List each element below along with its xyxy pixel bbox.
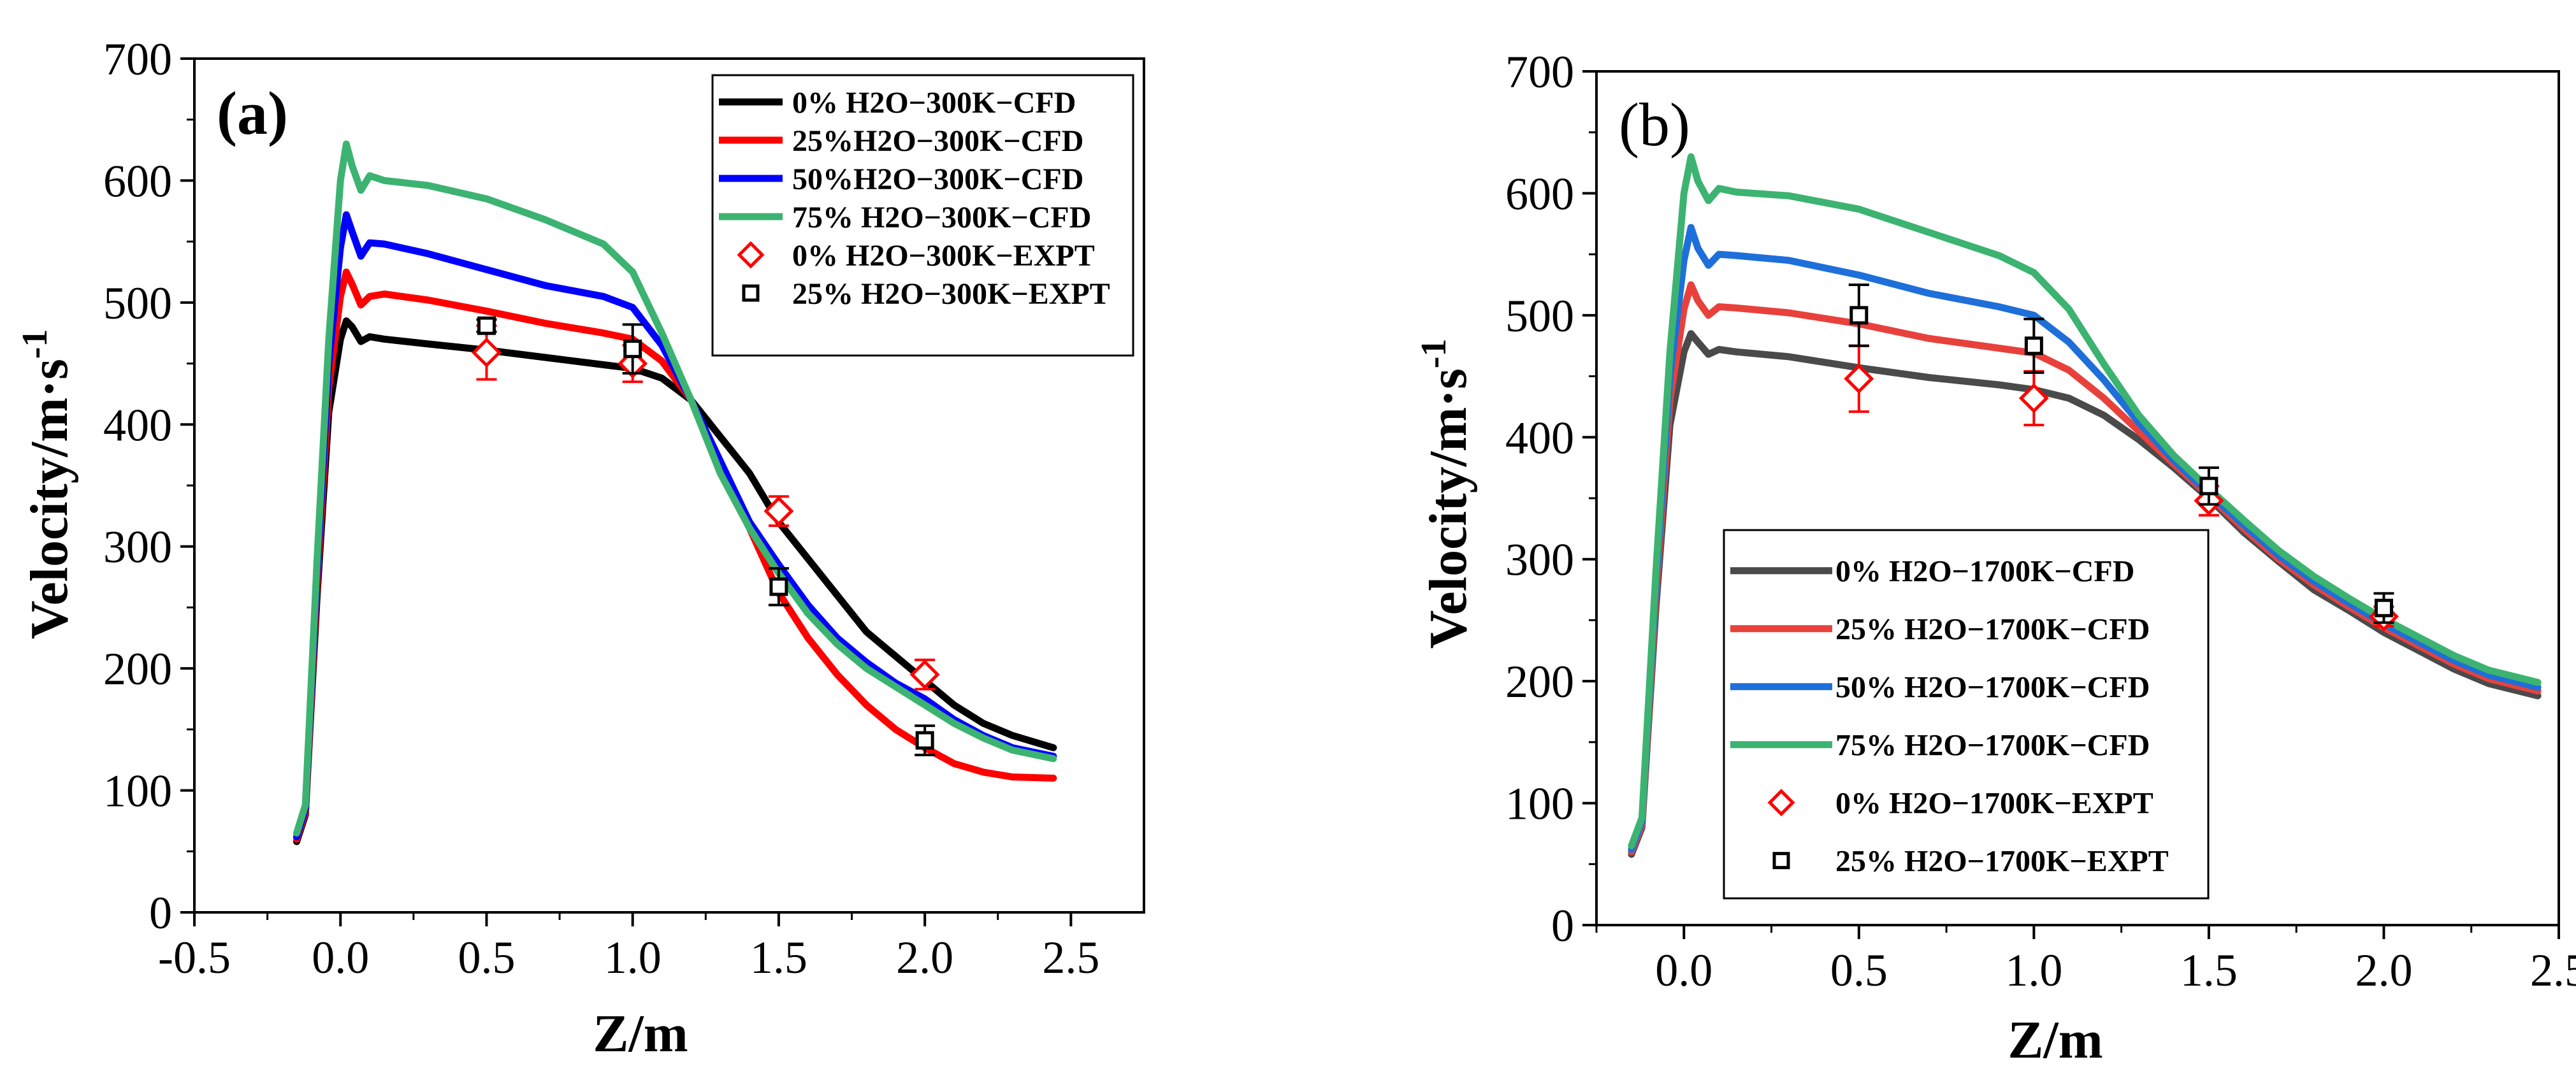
legend-entry: 0% H2O−300K−EXPT — [792, 239, 1095, 273]
x-tick-label: -0.5 — [158, 932, 231, 983]
y-tick-label: 0 — [1551, 900, 1574, 951]
x-tick-label: 0.5 — [1830, 945, 1888, 996]
legend-swatch-diamond — [737, 241, 765, 269]
chart-panel-b: 0.0 0.5 1.0 1.5 2.0 2.5 0 100 200 300 400 500 600 700… — [1414, 47, 2576, 1070]
series-line-2 — [293, 211, 1057, 840]
data-point-square — [915, 731, 934, 750]
x-tick-label: 2.0 — [896, 932, 953, 983]
series-line-0 — [293, 317, 1057, 845]
data-point-diamond — [2018, 383, 2049, 413]
x-tick-label: 1.0 — [2005, 945, 2062, 996]
y-tick-label: 200 — [103, 643, 172, 694]
legend: 0% H2O−300K−CFD 25%H2O−300K−CFD 50%H2O−300… — [711, 74, 1134, 357]
chart-panel-a: -0.5 0.0 0.5 1.0 1.5 2.0 2.5 0 100 200 300 400 500 60… — [15, 34, 1145, 1063]
legend-entry: 50%H2O−300K−CFD — [792, 162, 1083, 196]
x-tick-label: 0.5 — [458, 932, 515, 983]
legend-swatch-square — [742, 284, 760, 302]
y-axis-title-exponent: -1 — [15, 329, 55, 359]
y-tick-label: 600 — [103, 155, 172, 206]
y-tick-label: 400 — [1505, 412, 1574, 463]
legend-entry: 25%H2O−300K−CFD — [792, 124, 1083, 158]
legend-entry: 0% H2O−1700K−CFD — [1835, 555, 2134, 589]
legend: 0% H2O−1700K−CFD 25% H2O−1700K−CFD 50% H2O… — [1723, 529, 2210, 900]
legend-entry: 25% H2O−1700K−CFD — [1835, 613, 2150, 647]
y-axis-title-text: Velocity/m·s — [1419, 368, 1478, 649]
y-tick-label: 700 — [1505, 47, 1574, 97]
legend-entry: 0% H2O−1700K−EXPT — [1835, 787, 2153, 821]
y-tick-label: 700 — [103, 34, 172, 85]
y-tick-label: 100 — [1505, 779, 1574, 830]
y-tick-label: 500 — [1505, 291, 1574, 341]
x-tick-label: 0.0 — [312, 932, 369, 983]
y-tick-label: 200 — [1505, 656, 1574, 707]
x-tick-label: 2.0 — [2355, 945, 2412, 996]
x-tick-label: 1.5 — [2180, 945, 2238, 996]
y-tick-label: 0 — [149, 888, 172, 938]
data-point-square — [2374, 598, 2393, 617]
y-tick-label: 300 — [103, 522, 172, 573]
x-tick-label: 2.5 — [1042, 932, 1099, 983]
legend-entry: 75% H2O−1700K−CFD — [1835, 729, 2150, 763]
legend-frame — [1723, 529, 2210, 900]
panel-label: (b) — [1619, 90, 1690, 159]
y-tick-label: 300 — [1505, 535, 1574, 586]
series-line-2 — [1628, 224, 2542, 853]
y-tick-label: 100 — [103, 766, 172, 817]
legend-entry: 0% H2O−300K−CFD — [792, 86, 1076, 120]
data-point-square — [2199, 477, 2218, 496]
series-line-3 — [1628, 153, 2542, 850]
legend-entry: 25% H2O−300K−EXPT — [792, 277, 1110, 311]
data-point-diamond — [763, 496, 794, 526]
legend-swatch-diamond — [1767, 789, 1795, 817]
data-point-square — [623, 340, 642, 359]
data-point-square — [769, 577, 788, 596]
panel-label: (a) — [217, 79, 288, 147]
data-point-square — [477, 316, 496, 335]
y-tick-label: 600 — [1505, 168, 1574, 219]
legend-entry: 50% H2O−1700K−CFD — [1835, 671, 2150, 705]
x-axis-title: Z/m — [2008, 1010, 2102, 1070]
y-axis-title: Velocity/m·s-1 — [15, 329, 79, 640]
data-point-square — [1849, 306, 1869, 325]
y-axis-title: Velocity/m·s-1 — [1414, 339, 1478, 649]
x-tick-label: 0.0 — [1655, 945, 1712, 996]
y-axis-title-text: Velocity/m·s — [20, 359, 79, 639]
x-tick-label: 1.0 — [604, 932, 662, 983]
legend-entry: 75% H2O−300K−CFD — [792, 201, 1091, 234]
series-line-3 — [293, 140, 1057, 837]
data-point-square — [2024, 336, 2043, 356]
legend-entry: 25% H2O−1700K−EXPT — [1835, 845, 2169, 879]
y-tick-label: 400 — [103, 399, 172, 450]
y-tick-label: 500 — [103, 278, 172, 329]
data-point-diamond — [471, 337, 502, 368]
data-point-diamond — [1844, 363, 1874, 394]
data-point-diamond — [909, 659, 940, 690]
legend-swatch-square — [1772, 852, 1790, 870]
x-tick-label: 2.5 — [2530, 945, 2576, 996]
x-axis-title: Z/m — [593, 1004, 688, 1063]
y-axis-title-exponent: -1 — [1414, 339, 1454, 369]
x-tick-label: 1.5 — [750, 932, 807, 983]
